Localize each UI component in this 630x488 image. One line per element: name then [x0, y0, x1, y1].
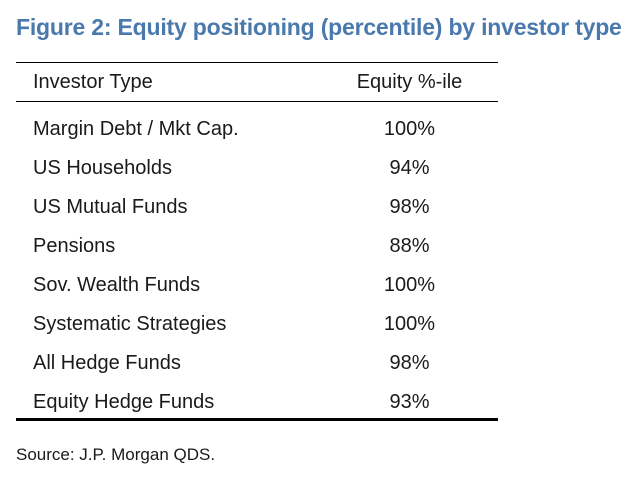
source-note: Source: J.P. Morgan QDS.: [16, 445, 216, 464]
positioning-table: Investor Type Equity %-ile Margin Debt /…: [16, 62, 498, 421]
table-header-row: Investor Type Equity %-ile: [16, 63, 498, 102]
table-row: Systematic Strategies 100%: [16, 305, 498, 344]
equity-percentile-cell: 100%: [383, 313, 436, 335]
equity-percentile-cell: 88%: [389, 235, 430, 257]
table-body: Margin Debt / Mkt Cap. 100% US Household…: [16, 102, 498, 422]
investor-type-cell: Equity Hedge Funds: [33, 391, 215, 413]
table-row: Sov. Wealth Funds 100%: [16, 266, 498, 305]
investor-type-cell: Pensions: [33, 235, 116, 257]
investor-type-cell: Sov. Wealth Funds: [33, 274, 201, 296]
equity-percentile-cell: 98%: [389, 196, 430, 218]
table-row: All Hedge Funds 98%: [16, 344, 498, 383]
equity-percentile-cell: 100%: [383, 274, 436, 296]
investor-type-cell: Systematic Strategies: [33, 313, 227, 335]
header-equity-percentile: Equity %-ile: [356, 70, 463, 93]
table-row: Margin Debt / Mkt Cap. 100%: [16, 110, 498, 149]
equity-percentile-cell: 98%: [389, 352, 430, 374]
equity-percentile-cell: 100%: [383, 118, 436, 140]
figure-title: Figure 2: Equity positioning (percentile…: [16, 14, 622, 40]
equity-percentile-cell: 93%: [389, 391, 430, 413]
investor-type-cell: All Hedge Funds: [33, 352, 181, 374]
table-top-rule: [16, 62, 498, 63]
equity-percentile-cell: 94%: [389, 157, 430, 179]
investor-type-cell: US Households: [33, 157, 172, 179]
table-row: US Mutual Funds 98%: [16, 188, 498, 227]
investor-type-cell: Margin Debt / Mkt Cap.: [33, 118, 239, 140]
header-investor-type: Investor Type: [33, 70, 153, 93]
table-row: US Households 94%: [16, 149, 498, 188]
table-bottom-rule: [16, 418, 498, 421]
investor-type-cell: US Mutual Funds: [33, 196, 188, 218]
table-row: Equity Hedge Funds 93%: [16, 383, 498, 422]
table-row: Pensions 88%: [16, 227, 498, 266]
